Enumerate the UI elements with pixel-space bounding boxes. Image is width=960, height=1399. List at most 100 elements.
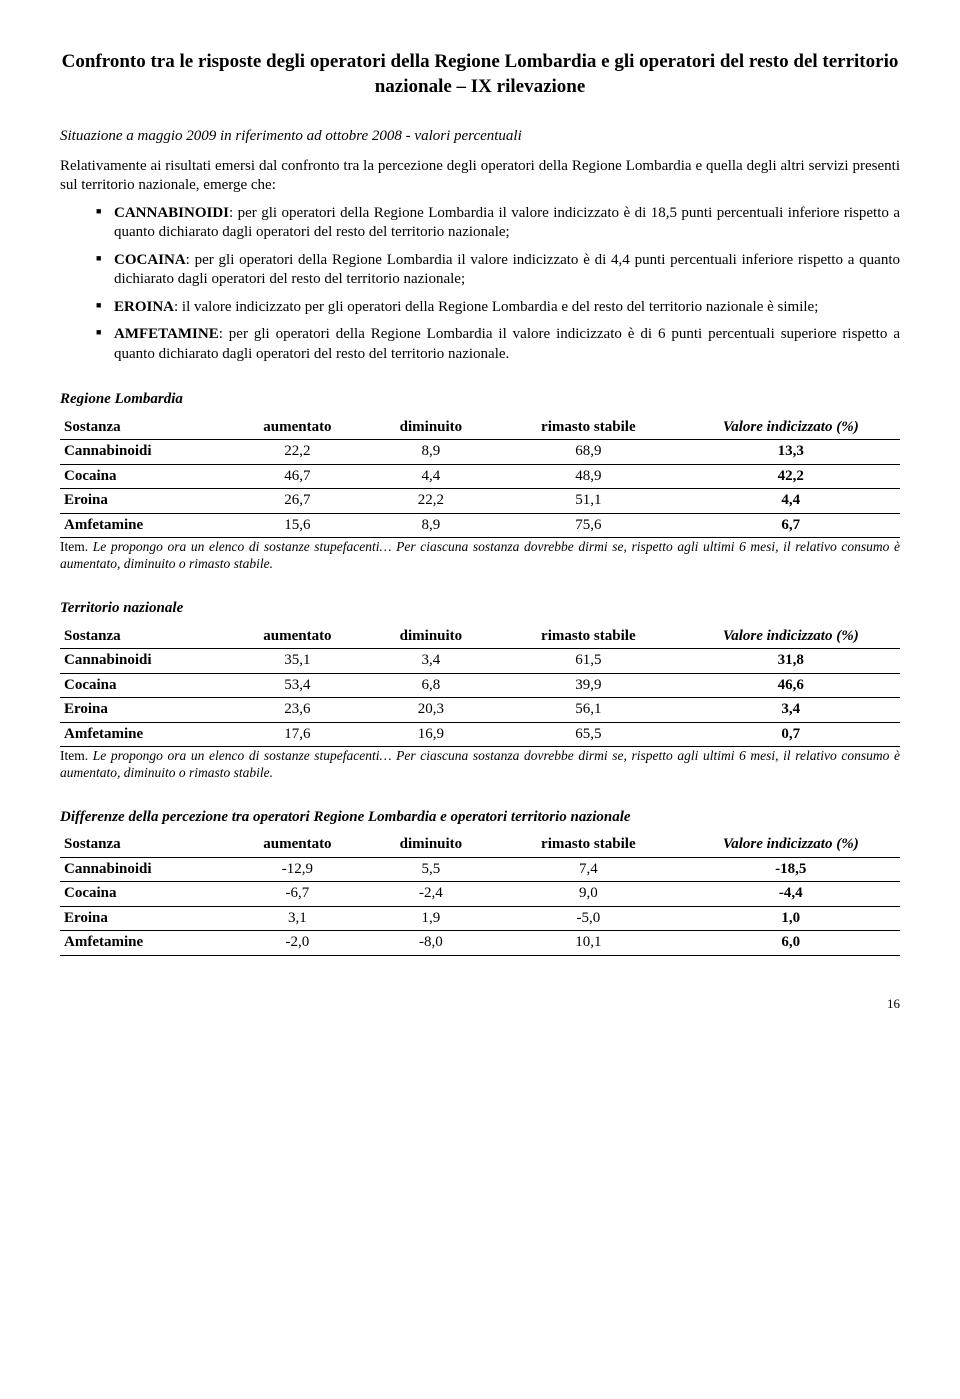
note-text: Le propongo ora un elenco di sostanze st… [60, 748, 900, 780]
bullet-list: CANNABINOIDI: per gli operatori della Re… [60, 204, 900, 365]
table-cell: 26,7 [228, 489, 367, 514]
table-cell: 22,2 [228, 440, 367, 465]
table-cell: 4,4 [682, 489, 900, 514]
table-cell: 7,4 [495, 857, 682, 882]
table-cell: 6,7 [682, 513, 900, 538]
table-header: aumentato [228, 416, 367, 440]
table-header: aumentato [228, 625, 367, 649]
note-lead: Item. [60, 539, 88, 554]
subtitle: Situazione a maggio 2009 in riferimento … [60, 127, 900, 147]
bullet-item: COCAINA: per gli operatori della Regione… [96, 251, 900, 290]
bullet-label: CANNABINOIDI [114, 205, 229, 221]
table-header: diminuito [367, 416, 495, 440]
table-header: diminuito [367, 625, 495, 649]
table-cell: -6,7 [228, 882, 367, 907]
table-cell: -5,0 [495, 906, 682, 931]
table-cell: 15,6 [228, 513, 367, 538]
table-row: Amfetamine-2,0-8,010,16,0 [60, 931, 900, 956]
table-cell: 6,8 [367, 673, 495, 698]
table-cell: Cannabinoidi [60, 440, 228, 465]
table-row: Cocaina46,74,448,942,2 [60, 464, 900, 489]
bullet-text: : per gli operatori della Regione Lombar… [114, 205, 900, 241]
data-table: Sostanzaaumentatodiminuitorimasto stabil… [60, 833, 900, 956]
table-row: Amfetamine17,616,965,50,7 [60, 722, 900, 747]
table-row: Eroina3,11,9-5,01,0 [60, 906, 900, 931]
table-cell: 8,9 [367, 513, 495, 538]
table-header: Sostanza [60, 625, 228, 649]
table-cell: 51,1 [495, 489, 682, 514]
table-cell: 4,4 [367, 464, 495, 489]
table-cell: Eroina [60, 698, 228, 723]
table-cell: 5,5 [367, 857, 495, 882]
table-cell: -18,5 [682, 857, 900, 882]
table-cell: 53,4 [228, 673, 367, 698]
table-cell: 39,9 [495, 673, 682, 698]
data-table: Sostanzaaumentatodiminuitorimasto stabil… [60, 416, 900, 539]
table-cell: -4,4 [682, 882, 900, 907]
table-cell: 1,0 [682, 906, 900, 931]
note-lead: Item. [60, 748, 88, 763]
table-header: Sostanza [60, 416, 228, 440]
note-text: Le propongo ora un elenco di sostanze st… [60, 539, 900, 571]
intro-paragraph: Relativamente ai risultati emersi dal co… [60, 157, 900, 196]
bullet-label: COCAINA [114, 252, 186, 268]
table-cell: 31,8 [682, 649, 900, 674]
table-cell: 1,9 [367, 906, 495, 931]
table-cell: -2,0 [228, 931, 367, 956]
table-cell: Cocaina [60, 882, 228, 907]
table-note: Item. Le propongo ora un elenco di sosta… [60, 748, 900, 782]
table-cell: 3,4 [367, 649, 495, 674]
table-cell: 23,6 [228, 698, 367, 723]
page-title: Confronto tra le risposte degli operator… [60, 50, 900, 99]
table-row: Cannabinoidi22,28,968,913,3 [60, 440, 900, 465]
table-heading: Territorio nazionale [60, 599, 900, 619]
table-row: Cannabinoidi35,13,461,531,8 [60, 649, 900, 674]
table-header: Valore indicizzato (%) [682, 416, 900, 440]
bullet-label: EROINA [114, 299, 174, 315]
table-header: Valore indicizzato (%) [682, 833, 900, 857]
table-header: Valore indicizzato (%) [682, 625, 900, 649]
table-cell: Amfetamine [60, 722, 228, 747]
table-cell: 61,5 [495, 649, 682, 674]
table-cell: Amfetamine [60, 931, 228, 956]
table-cell: Cannabinoidi [60, 857, 228, 882]
table-cell: 10,1 [495, 931, 682, 956]
bullet-label: AMFETAMINE [114, 326, 219, 342]
table-cell: -12,9 [228, 857, 367, 882]
bullet-item: CANNABINOIDI: per gli operatori della Re… [96, 204, 900, 243]
table-cell: 75,6 [495, 513, 682, 538]
table-cell: 46,6 [682, 673, 900, 698]
table-cell: -2,4 [367, 882, 495, 907]
table-cell: Cocaina [60, 673, 228, 698]
table-row: Eroina26,722,251,14,4 [60, 489, 900, 514]
bullet-item: EROINA: il valore indicizzato per gli op… [96, 298, 900, 318]
table-cell: Amfetamine [60, 513, 228, 538]
table-note: Item. Le propongo ora un elenco di sosta… [60, 539, 900, 573]
table-heading: Differenze della percezione tra operator… [60, 808, 900, 828]
table-cell: 16,9 [367, 722, 495, 747]
table-cell: -8,0 [367, 931, 495, 956]
table-cell: 6,0 [682, 931, 900, 956]
table-row: Cocaina53,46,839,946,6 [60, 673, 900, 698]
bullet-item: AMFETAMINE: per gli operatori della Regi… [96, 325, 900, 364]
table-cell: 13,3 [682, 440, 900, 465]
table-cell: 68,9 [495, 440, 682, 465]
table-cell: 17,6 [228, 722, 367, 747]
table-cell: 42,2 [682, 464, 900, 489]
table-cell: 56,1 [495, 698, 682, 723]
bullet-text: : per gli operatori della Regione Lombar… [114, 252, 900, 288]
table-cell: Cannabinoidi [60, 649, 228, 674]
table-cell: 3,4 [682, 698, 900, 723]
bullet-text: : il valore indicizzato per gli operator… [174, 299, 818, 315]
table-header: Sostanza [60, 833, 228, 857]
table-row: Eroina23,620,356,13,4 [60, 698, 900, 723]
table-cell: 65,5 [495, 722, 682, 747]
table-row: Amfetamine15,68,975,66,7 [60, 513, 900, 538]
page-number: 16 [60, 996, 900, 1013]
table-header: diminuito [367, 833, 495, 857]
table-cell: 8,9 [367, 440, 495, 465]
table-cell: 46,7 [228, 464, 367, 489]
table-cell: 20,3 [367, 698, 495, 723]
table-header: rimasto stabile [495, 625, 682, 649]
table-heading: Regione Lombardia [60, 390, 900, 410]
